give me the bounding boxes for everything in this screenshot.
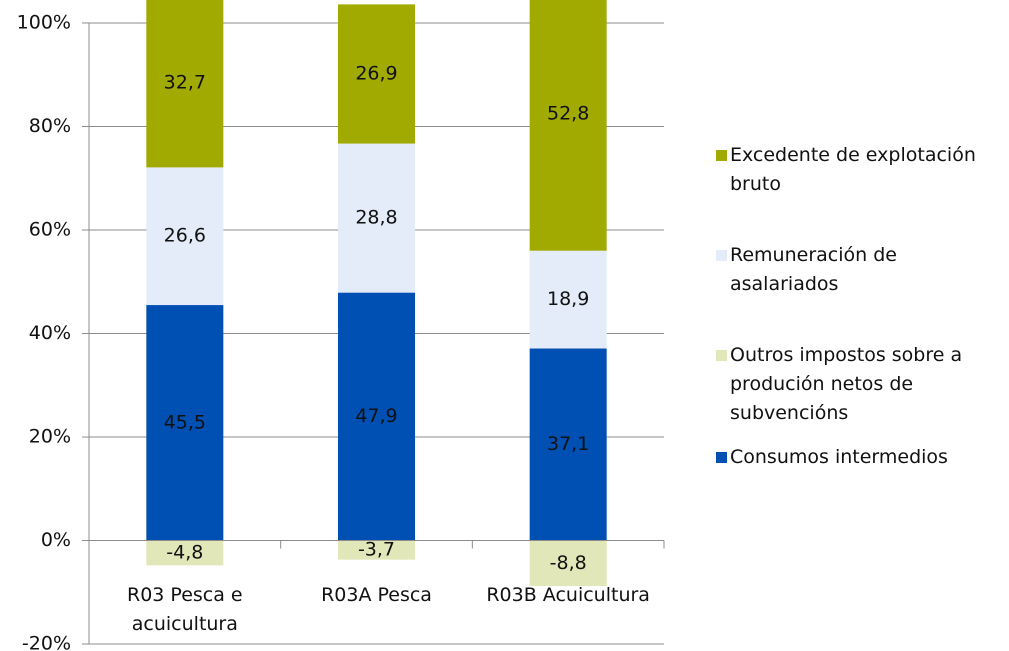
legend-swatch	[716, 452, 727, 463]
legend-label: Consumos intermedios	[730, 446, 948, 468]
x-tick-label: R03B Acuicultura	[486, 583, 650, 606]
bar-segment	[146, 0, 224, 168]
legend-swatch	[716, 350, 727, 361]
y-tick-label: 60%	[29, 219, 71, 241]
bar-segment	[146, 540, 224, 566]
data-label: 37,1	[547, 433, 589, 455]
bar-segment	[338, 143, 415, 293]
data-label: 26,6	[164, 225, 206, 247]
bar-segment	[338, 540, 415, 560]
bar-segment	[529, 0, 607, 251]
legend-item: Excedente de explotación bruto	[716, 141, 1009, 199]
y-tick-label: 20%	[29, 426, 71, 448]
legend-swatch	[716, 150, 727, 161]
y-tick-label: 0%	[41, 529, 71, 551]
legend-item: Consumos intermedios	[716, 443, 1009, 472]
y-tick-label: 80%	[29, 115, 71, 137]
data-label: 32,7	[164, 71, 206, 93]
data-label: 47,9	[355, 405, 397, 427]
legend-swatch	[716, 250, 727, 261]
data-label: 52,8	[547, 103, 589, 125]
legend-item: Outros impostos sobre a produción netos …	[716, 341, 1009, 428]
bar-segment	[338, 4, 415, 144]
y-tick-label: 100%	[17, 12, 71, 34]
legend-item: Remuneración de asalariados	[716, 241, 1009, 299]
bar-segment	[146, 305, 224, 541]
data-label: -3,7	[358, 539, 395, 561]
bar-segment	[529, 250, 607, 349]
legend-label: Outros impostos sobre a produción netos …	[730, 344, 963, 424]
bar-segment	[529, 348, 607, 541]
bar-segment	[529, 540, 607, 587]
data-label: 45,5	[164, 411, 206, 433]
data-label: -8,8	[550, 552, 587, 574]
y-tick-label: -20%	[22, 633, 71, 651]
data-label: -4,8	[166, 541, 203, 563]
bar-segment	[338, 292, 415, 541]
legend-label: Excedente de explotación bruto	[730, 144, 976, 195]
bar-segment	[146, 167, 224, 306]
data-label: 28,8	[355, 207, 397, 229]
data-label: 26,9	[355, 62, 397, 84]
y-tick-label: 40%	[29, 322, 71, 344]
x-tick-label: R03 Pesca e acuicultura	[127, 583, 243, 635]
legend-label: Remuneración de asalariados	[730, 244, 897, 295]
x-tick-label: R03A Pesca	[321, 583, 432, 606]
data-label: 18,9	[547, 288, 589, 310]
